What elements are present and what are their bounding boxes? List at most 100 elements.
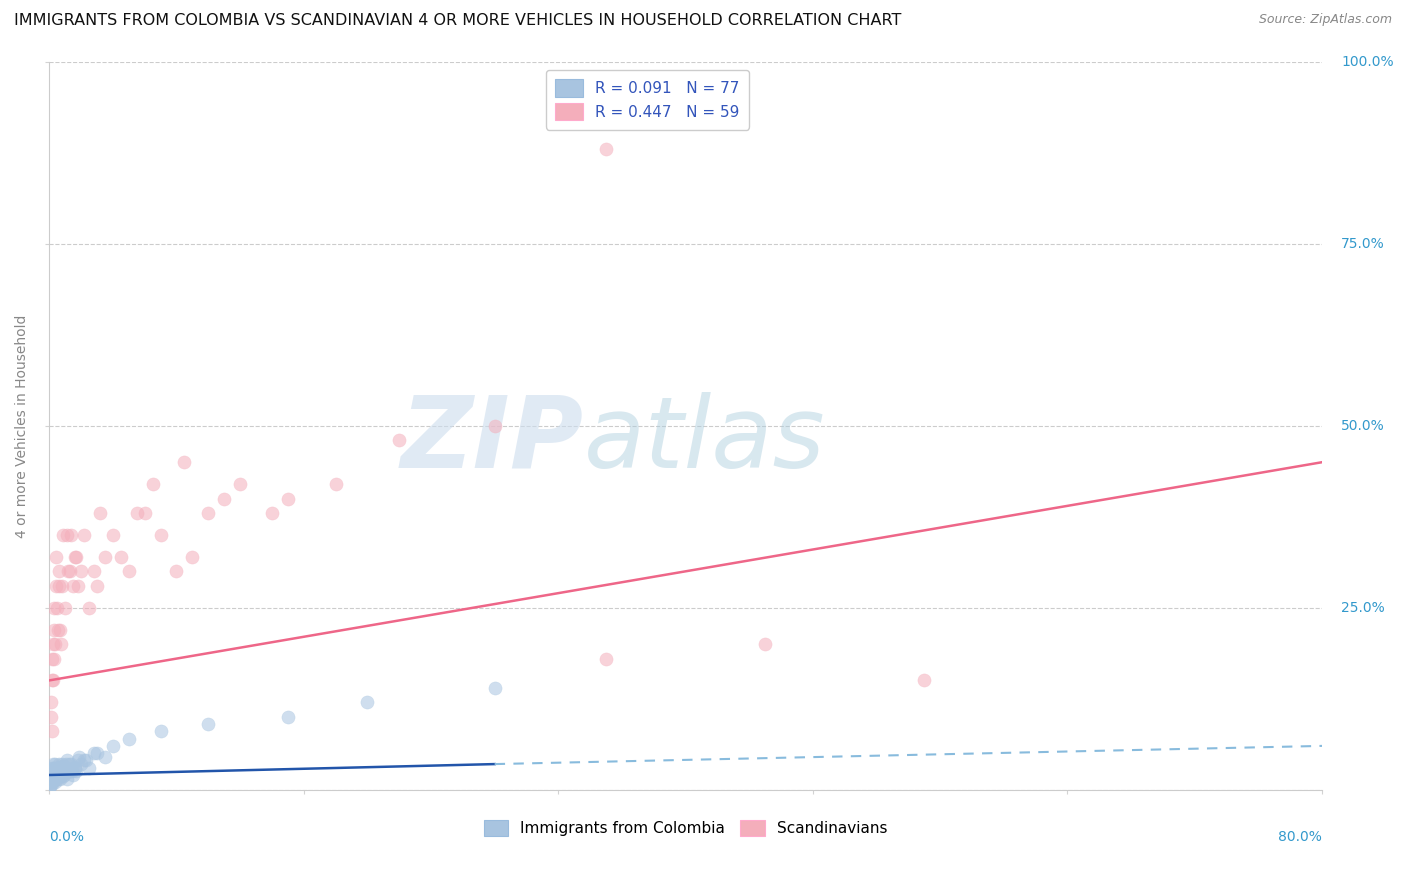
Point bbox=[484, 681, 506, 695]
Point bbox=[48, 564, 70, 578]
Point bbox=[58, 761, 80, 775]
Point bbox=[58, 757, 80, 772]
Point bbox=[45, 761, 67, 775]
Point bbox=[42, 600, 65, 615]
Point bbox=[45, 549, 67, 564]
Point bbox=[60, 528, 83, 542]
Point bbox=[73, 528, 96, 542]
Text: 80.0%: 80.0% bbox=[1278, 830, 1322, 844]
Point bbox=[48, 764, 70, 779]
Point bbox=[51, 579, 73, 593]
Point bbox=[56, 754, 79, 768]
Point bbox=[60, 757, 83, 772]
Point bbox=[42, 766, 65, 780]
Point bbox=[39, 768, 62, 782]
Point bbox=[49, 637, 72, 651]
Point bbox=[55, 764, 77, 779]
Point bbox=[46, 623, 69, 637]
Point bbox=[173, 455, 195, 469]
Point bbox=[51, 757, 73, 772]
Point bbox=[197, 717, 219, 731]
Point bbox=[51, 764, 73, 779]
Point bbox=[46, 769, 69, 783]
Point bbox=[41, 764, 63, 779]
Point bbox=[44, 762, 66, 776]
Point bbox=[41, 724, 63, 739]
Point bbox=[388, 434, 411, 448]
Point bbox=[110, 549, 132, 564]
Point bbox=[42, 673, 65, 688]
Point bbox=[67, 749, 90, 764]
Point bbox=[42, 768, 65, 782]
Point bbox=[59, 764, 82, 779]
Point bbox=[89, 506, 111, 520]
Point bbox=[77, 761, 100, 775]
Point bbox=[48, 757, 70, 772]
Point bbox=[53, 761, 76, 775]
Point bbox=[181, 549, 204, 564]
Point bbox=[39, 695, 62, 709]
Point bbox=[49, 623, 72, 637]
Point bbox=[41, 764, 63, 779]
Point bbox=[42, 761, 65, 775]
Point bbox=[39, 772, 62, 786]
Text: IMMIGRANTS FROM COLOMBIA VS SCANDINAVIAN 4 OR MORE VEHICLES IN HOUSEHOLD CORRELA: IMMIGRANTS FROM COLOMBIA VS SCANDINAVIAN… bbox=[14, 13, 901, 29]
Text: 50.0%: 50.0% bbox=[1341, 419, 1385, 433]
Point bbox=[165, 564, 187, 578]
Point bbox=[101, 739, 124, 753]
Point bbox=[197, 506, 219, 520]
Point bbox=[125, 506, 148, 520]
Text: 0.0%: 0.0% bbox=[49, 830, 84, 844]
Point bbox=[63, 761, 86, 775]
Y-axis label: 4 or more Vehicles in Household: 4 or more Vehicles in Household bbox=[15, 314, 30, 538]
Point bbox=[49, 772, 72, 786]
Point bbox=[39, 775, 62, 789]
Point bbox=[41, 775, 63, 789]
Point bbox=[212, 491, 235, 506]
Point bbox=[53, 762, 76, 776]
Point bbox=[52, 759, 75, 773]
Point bbox=[149, 724, 172, 739]
Point bbox=[41, 637, 63, 651]
Point bbox=[45, 764, 67, 779]
Point bbox=[62, 768, 84, 782]
Point bbox=[70, 757, 93, 772]
Point bbox=[53, 768, 76, 782]
Legend: Immigrants from Colombia, Scandinavians: Immigrants from Colombia, Scandinavians bbox=[477, 813, 896, 844]
Point bbox=[39, 710, 62, 724]
Text: 75.0%: 75.0% bbox=[1341, 237, 1385, 251]
Point bbox=[42, 772, 65, 786]
Point bbox=[149, 528, 172, 542]
Point bbox=[41, 769, 63, 783]
Point bbox=[59, 564, 82, 578]
Point bbox=[86, 746, 108, 760]
Point bbox=[44, 768, 66, 782]
Point bbox=[49, 768, 72, 782]
Point bbox=[49, 761, 72, 775]
Text: ZIP: ZIP bbox=[401, 392, 583, 489]
Point bbox=[44, 757, 66, 772]
Point bbox=[56, 772, 79, 786]
Point bbox=[44, 764, 66, 779]
Point bbox=[101, 528, 124, 542]
Point bbox=[94, 749, 117, 764]
Point bbox=[52, 764, 75, 779]
Point bbox=[58, 564, 80, 578]
Point bbox=[45, 772, 67, 786]
Point bbox=[77, 600, 100, 615]
Point bbox=[45, 768, 67, 782]
Point bbox=[41, 777, 63, 791]
Point bbox=[39, 779, 62, 793]
Point bbox=[39, 779, 62, 793]
Point bbox=[86, 579, 108, 593]
Point bbox=[41, 651, 63, 665]
Point bbox=[52, 769, 75, 783]
Point bbox=[44, 637, 66, 651]
Point bbox=[118, 731, 141, 746]
Point bbox=[73, 754, 96, 768]
Point bbox=[44, 651, 66, 665]
Text: Source: ZipAtlas.com: Source: ZipAtlas.com bbox=[1258, 13, 1392, 27]
Point bbox=[66, 754, 89, 768]
Point bbox=[142, 477, 165, 491]
Point bbox=[62, 579, 84, 593]
